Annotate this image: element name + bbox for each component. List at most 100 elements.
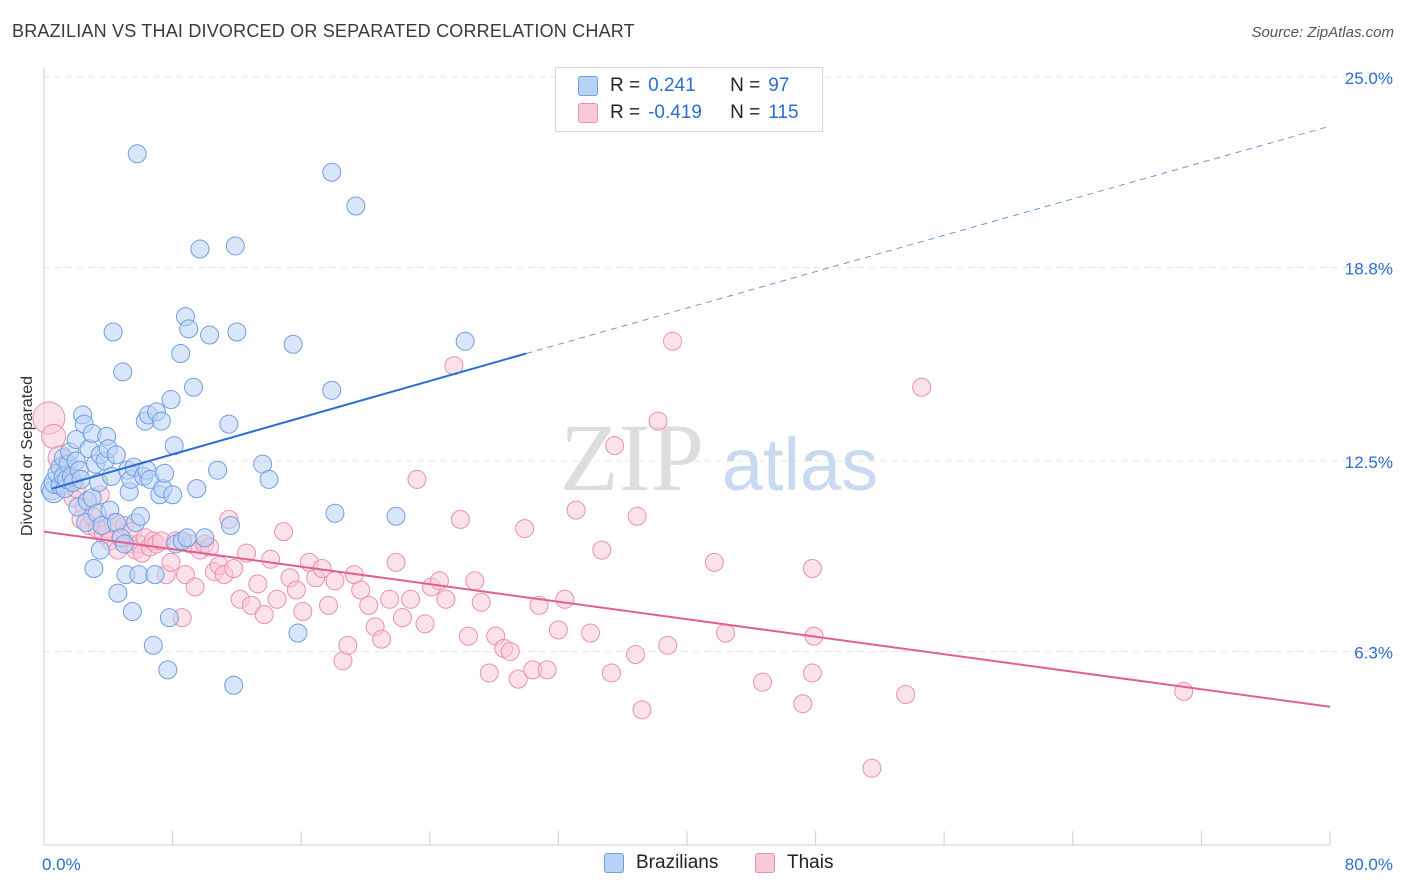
brazilians-point (163, 485, 183, 505)
source-label: Source: ZipAtlas.com (1251, 24, 1394, 41)
thais-point (508, 669, 528, 689)
brazilians-point (127, 144, 147, 164)
brazilians-point (113, 362, 133, 382)
brazilians-point (129, 565, 149, 585)
thais-point (862, 758, 882, 778)
brazilians-point (322, 162, 342, 182)
brazilians-point (84, 559, 104, 579)
brazilians-point (195, 528, 215, 548)
bottom-legend-swatch-pink (755, 853, 775, 873)
legend-row-thais: R = -0.419 N = 115 (578, 101, 799, 125)
thais-point (627, 506, 647, 526)
bottom-legend-brazilians: Brazilians (604, 852, 718, 874)
thais-point (592, 540, 612, 560)
thais-point (254, 605, 274, 625)
x-tick-label: 0.0% (42, 855, 81, 874)
tick-labels: 6.3% 12.5% 18.8% 25.0% 0.0% 80.0% (42, 69, 1393, 874)
thais-point (555, 589, 575, 609)
bottom-legend-thais: Thais (755, 852, 833, 874)
thais-point (548, 620, 568, 640)
thais-point (241, 595, 261, 615)
thais-point (436, 589, 456, 609)
thais-point (663, 331, 683, 351)
thais-point (286, 580, 306, 600)
brazilians-point (161, 390, 181, 410)
brazilians-point (187, 479, 207, 499)
thais-point (648, 411, 668, 431)
thais-point (401, 589, 421, 609)
thais-point (626, 645, 646, 665)
brazilians-point (208, 460, 228, 480)
thais-point (896, 684, 916, 704)
watermark: ZIP atlas (560, 404, 878, 511)
thais-trend-line (43, 530, 1331, 708)
y-tick-label: 18.8% (1345, 259, 1393, 278)
brazilians-point (158, 660, 178, 680)
brazilians-point (103, 322, 123, 342)
thais-point (325, 571, 345, 591)
brazilians-point (322, 380, 342, 400)
thais-point (793, 694, 813, 714)
brazilians-point (346, 196, 366, 216)
legend: R = 0.241 N = 97 R = -0.419 N = 115 (555, 67, 823, 132)
thais-point (248, 574, 268, 594)
thais-point (407, 469, 427, 489)
brazilians-point (90, 540, 110, 560)
brazilians-point (220, 516, 240, 536)
brazilians-trend-extension (526, 125, 1331, 354)
legend-swatch-pink (578, 103, 598, 123)
thais-point (601, 663, 621, 683)
thais-point (479, 663, 499, 683)
brazilians-point (106, 445, 126, 465)
legend-n-value: 115 (768, 102, 799, 123)
brazilians-point (177, 528, 197, 548)
legend-r-label: R = (610, 102, 641, 123)
legend-r-value: 0.241 (648, 75, 696, 96)
brazilians-point (130, 506, 150, 526)
bottom-legend-swatch-blue (604, 853, 624, 873)
thais-point (392, 608, 412, 628)
thais-point (224, 559, 244, 579)
x-tick-label: 80.0% (1345, 855, 1393, 874)
thais-point (912, 377, 932, 397)
brazilians-trend-line (51, 352, 527, 490)
bottom-legend-label: Brazilians (636, 852, 719, 873)
thais-point (465, 571, 485, 591)
thais-point (338, 635, 358, 655)
y-tick-label: 6.3% (1354, 643, 1393, 662)
thais-point (261, 549, 281, 569)
thais-point (450, 509, 470, 529)
brazilians-point (283, 334, 303, 354)
brazilians-point (259, 469, 279, 489)
brazilians-point (179, 319, 199, 339)
brazilians-point (145, 565, 165, 585)
thais-point (359, 595, 379, 615)
axes (43, 68, 1331, 846)
brazilians-point (171, 343, 191, 363)
thais-point (161, 552, 181, 572)
thais-point (658, 635, 678, 655)
trend-lines (43, 125, 1331, 708)
brazilians-point (190, 239, 210, 259)
thais-point (537, 660, 557, 680)
thais-point (581, 623, 601, 643)
thais-point (293, 602, 313, 622)
thais-point (753, 672, 773, 692)
thais-point (529, 595, 549, 615)
legend-n-value: 97 (768, 75, 790, 96)
brazilians-point (225, 236, 245, 256)
thais-point (566, 500, 586, 520)
legend-row-brazilians: R = 0.241 N = 97 (578, 74, 789, 98)
brazilians-point (288, 623, 308, 643)
thais-point (802, 663, 822, 683)
legend-swatch-blue (578, 76, 598, 96)
thais-point (471, 592, 491, 612)
legend-n-label: N = (730, 75, 761, 96)
bottom-legend-label: Thais (787, 852, 834, 873)
brazilians-point (224, 675, 244, 695)
thais-point (267, 589, 287, 609)
brazilians-point (386, 506, 406, 526)
watermark-atlas: atlas (722, 423, 878, 506)
watermark-zip: ZIP (560, 404, 704, 511)
brazilians-point (122, 602, 142, 622)
